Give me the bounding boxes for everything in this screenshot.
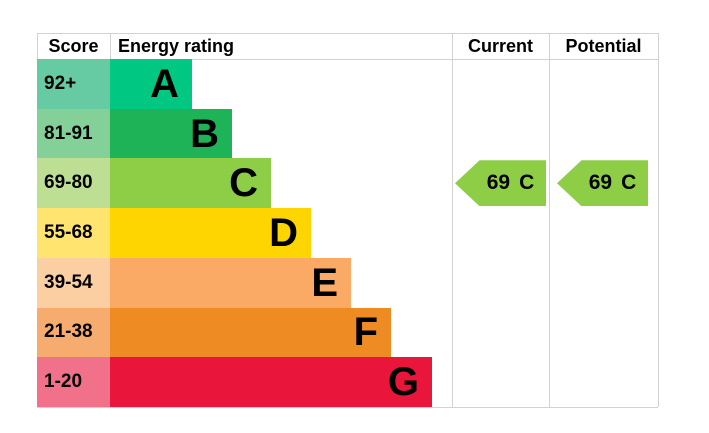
table-right-border <box>658 33 659 407</box>
rating-bar-row: F <box>110 307 452 358</box>
header-bottom-border <box>37 59 658 60</box>
table-bottom-border <box>37 407 658 408</box>
rating-bar-row: A <box>110 59 452 109</box>
energy-rating-column-header: Energy rating <box>118 35 235 56</box>
rating-bar: A <box>110 59 192 109</box>
potential-rating-arrow: 69 C <box>557 160 648 207</box>
current-rating-band: C <box>519 171 535 195</box>
potential-column-left-border <box>549 33 550 407</box>
rating-bar-row: B <box>110 108 452 159</box>
potential-column-header: Potential <box>565 35 642 56</box>
rating-bar-row: D <box>110 208 452 258</box>
score-column: 92+ 81-91 69-80 55-68 39-54 21-38 1-20 <box>37 59 110 408</box>
rating-bar: F <box>110 307 391 358</box>
score-range-cell: 55-68 <box>37 208 110 258</box>
score-range-cell: 21-38 <box>37 307 110 358</box>
rating-bar-row: C <box>110 158 452 209</box>
table-top-border <box>37 33 658 34</box>
rating-bar: E <box>110 257 351 308</box>
potential-rating-value: 69 <box>588 171 613 195</box>
score-column-header: Score <box>48 35 99 56</box>
score-range-cell: 81-91 <box>37 108 110 159</box>
rating-bar-row: G <box>110 357 452 408</box>
current-column-left-border <box>452 33 453 407</box>
rating-bar-row: E <box>110 257 452 308</box>
current-rating-value: 69 <box>486 171 511 195</box>
rating-bar: B <box>110 108 232 159</box>
header-left-border <box>37 33 38 59</box>
score-range-cell: 39-54 <box>37 257 110 308</box>
current-rating-arrow: 69 C <box>455 160 546 207</box>
rating-bar: G <box>110 357 432 408</box>
score-column-divider <box>110 33 111 59</box>
score-range-cell: 69-80 <box>37 158 110 209</box>
current-column-header: Current <box>467 35 533 56</box>
score-range-cell: 1-20 <box>37 357 110 408</box>
rating-bar: D <box>110 208 311 258</box>
potential-rating-band: C <box>621 171 637 195</box>
score-range-cell: 92+ <box>37 59 110 109</box>
rating-bar: C <box>110 158 271 209</box>
